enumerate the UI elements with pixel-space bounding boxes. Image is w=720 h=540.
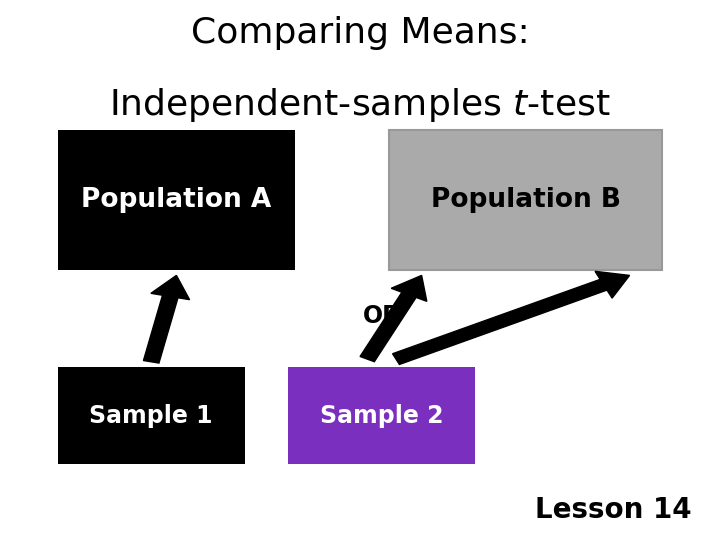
- FancyArrow shape: [392, 271, 629, 364]
- Text: Comparing Means:: Comparing Means:: [191, 16, 529, 50]
- Text: Population A: Population A: [81, 187, 271, 213]
- Text: OR: OR: [362, 304, 401, 328]
- Bar: [389, 130, 662, 270]
- Bar: [58, 130, 295, 270]
- Text: Independent-samples $t$-test: Independent-samples $t$-test: [109, 86, 611, 124]
- Text: Sample 2: Sample 2: [320, 404, 444, 428]
- Text: Population B: Population B: [431, 187, 621, 213]
- Text: Lesson 14: Lesson 14: [534, 496, 691, 524]
- Text: Sample 1: Sample 1: [89, 404, 213, 428]
- Bar: [288, 367, 475, 464]
- FancyArrow shape: [143, 275, 189, 363]
- Bar: [58, 367, 245, 464]
- FancyArrow shape: [360, 275, 427, 362]
